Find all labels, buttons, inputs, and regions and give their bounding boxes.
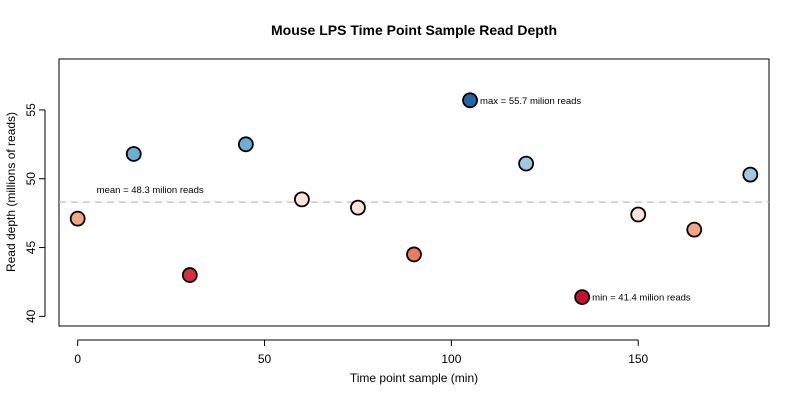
chart-title: Mouse LPS Time Point Sample Read Depth: [271, 22, 557, 38]
data-point: [742, 166, 759, 183]
y-tick-label: 55: [24, 103, 38, 117]
data-point: [181, 267, 198, 283]
x-tick-label: 100: [441, 352, 461, 366]
y-axis-label: Read depth (millions of reads): [4, 112, 18, 272]
min-label: min = 41.4 milion reads: [592, 293, 691, 304]
x-axis-label: Time point sample (min): [350, 371, 478, 385]
x-axis: 0 50 100 150: [74, 339, 649, 366]
y-tick-label: 40: [24, 309, 38, 323]
y-tick-label: 50: [24, 172, 38, 186]
x-tick-label: 0: [74, 352, 81, 366]
data-point: [518, 155, 535, 172]
data-point: [630, 206, 647, 223]
x-tick-label: 150: [628, 352, 648, 366]
data-point: [293, 191, 310, 208]
max-label: max = 55.7 milion reads: [480, 96, 581, 107]
data-points: [69, 92, 759, 305]
data-point: [406, 246, 422, 263]
data-point: [237, 136, 254, 153]
data-point: [462, 92, 478, 109]
y-axis: 40 45 50 55: [24, 103, 46, 323]
y-tick-label: 45: [24, 241, 38, 255]
plot-frame: [58, 58, 770, 327]
mean-label: mean = 48.3 milion reads: [97, 185, 204, 196]
data-point: [125, 146, 142, 162]
data-point: [69, 210, 86, 227]
x-tick-label: 50: [258, 352, 272, 366]
data-point: [574, 289, 591, 305]
data-point: [686, 221, 703, 238]
data-point: [350, 199, 366, 216]
